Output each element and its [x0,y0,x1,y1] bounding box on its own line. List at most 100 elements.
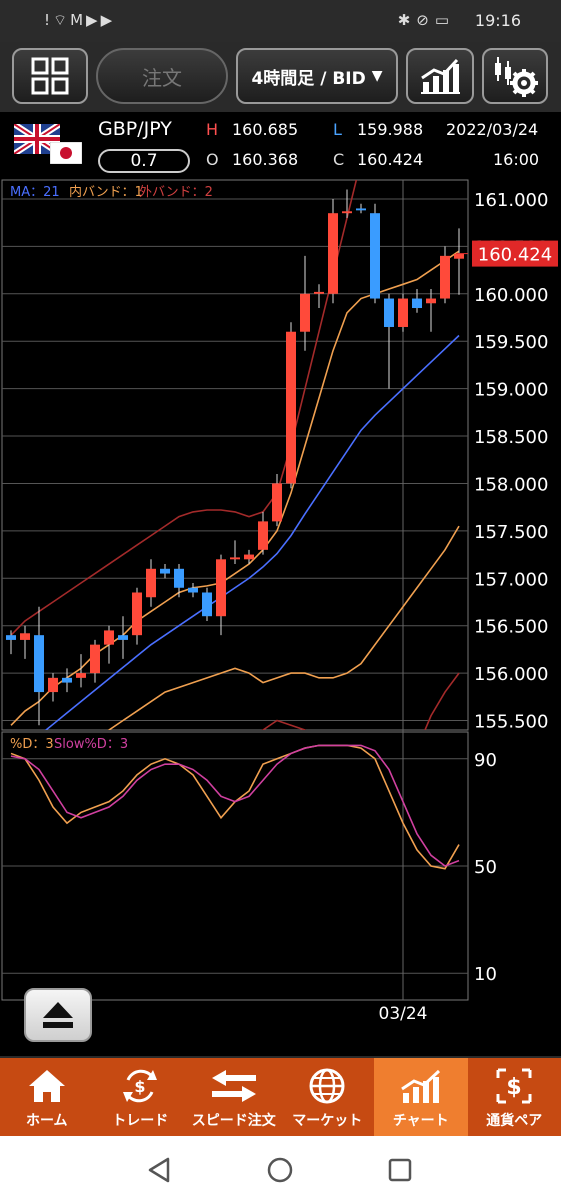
candle-body [34,635,44,693]
stoch-tick-label: 10 [474,964,497,985]
stochastic-legend: Slow%D：3 [54,737,128,752]
open-label: O [206,150,219,169]
low-label: L [333,120,342,139]
svg-text:$: $ [507,1075,522,1100]
candle-body [342,211,352,214]
candle-body [230,557,240,560]
menu-grid-button[interactable] [12,48,88,104]
candle-body [62,677,72,683]
toolbar: 注文 4時間足 / BID ▼ [0,42,561,112]
stochastic-slow-d-line [10,744,460,867]
period-selector[interactable]: 4時間足 / BID ▼ [236,48,398,104]
open-value: 160.368 [232,150,299,169]
candle-body [412,298,422,309]
candle-body [202,592,212,617]
main-panel-frame [1,179,469,731]
chart-icon [421,58,460,94]
candle-body [76,673,86,678]
nav-chart[interactable]: チャート [374,1058,468,1136]
eject-icon [43,1002,73,1028]
current-price-box [472,240,558,267]
candle-body [90,644,100,674]
order-button[interactable]: 注文 [96,48,228,104]
uk-flag-icon [14,124,60,154]
candle-body [118,635,128,640]
candle-body [272,483,282,522]
price-tick-label: 158.000 [474,474,548,495]
candle-body [216,559,226,617]
chart-icon [400,1069,440,1103]
candle-body [174,568,184,588]
nav-home[interactable]: ホーム [0,1058,94,1136]
home-circle-icon[interactable] [266,1156,294,1184]
grid-icon [31,57,69,95]
candle-body [384,298,394,327]
candle-body [188,587,198,593]
candle-body [104,630,114,645]
status-right-icons: ✱⊘▭ [397,11,455,29]
moving-average-line [44,334,460,730]
nav-trade[interactable]: $ トレード [94,1058,188,1136]
price-tick-label: 159.500 [474,332,548,353]
price-tick-label: 157.000 [474,569,548,590]
price-tick-label: 159.000 [474,380,548,401]
candle-body [370,213,380,299]
high-label: H [206,120,219,139]
price-tick-label: 157.500 [474,522,548,543]
currency-pair: GBP/JPY [98,118,172,140]
nav-chart-label: チャート [392,1113,449,1129]
candle-body [6,635,16,640]
indicator-legend: MA：21 [10,185,60,200]
indicator-legend: 内バンド：1 [69,184,143,200]
price-tick-label: 155.500 [474,712,548,733]
price-tick-label: 156.000 [474,664,548,685]
status-bar: !⌔M▶▶ ✱⊘▭ 19:16 [0,0,561,42]
indicator-legend: 外バンド：2 [139,185,213,200]
candle-body [244,554,254,560]
inner-band-lower-line [107,525,460,730]
nav-currency-pair-label: 通貨ペア [486,1113,543,1129]
quote-date: 2022/03/24 [446,120,539,139]
high-value: 160.685 [232,120,299,139]
close-value: 160.424 [357,150,424,169]
recents-icon[interactable] [386,1156,414,1184]
quote-panel: GBP/JPY 0.7 H 160.685 L 159.988 2022/03/… [0,112,561,176]
status-time: 19:16 [474,11,521,30]
outer-band-lower-line [261,672,460,730]
back-icon[interactable] [146,1156,174,1184]
nav-market[interactable]: マーケット [281,1058,375,1136]
speed-order-icon [211,1070,256,1102]
currency-pair-icon: $ [496,1068,532,1104]
price-chart[interactable]: 161.000160.500160.000159.500159.000158.5… [0,176,561,1056]
candle-body [146,568,156,598]
candle-body [314,291,324,294]
candle-body [398,298,408,327]
chart-type-button[interactable] [406,48,474,104]
price-tick-label: 158.500 [474,427,548,448]
chart-area[interactable]: 161.000160.500160.000159.500159.000158.5… [0,176,561,1056]
price-tick-label: 156.500 [474,617,548,638]
nav-currency-pair[interactable]: $ 通貨ペア [468,1058,561,1136]
home-icon [28,1070,65,1102]
quote-time: 16:00 [493,150,540,169]
globe-icon [309,1068,345,1104]
low-value: 159.988 [357,120,424,139]
nav-speed-order[interactable]: スピード注文 [187,1058,281,1136]
candle-body [426,298,436,304]
nav-trade-label: トレード [112,1113,169,1129]
bottom-nav: ホーム $ トレード スピード注文 [0,1058,561,1136]
candle-body [328,213,338,294]
candle-body [258,521,268,550]
candle-body [286,331,296,484]
svg-text:$: $ [135,1077,146,1096]
candle-body [48,677,58,693]
nav-home-label: ホーム [25,1113,68,1129]
spread-badge: 0.7 [98,149,190,173]
nav-market-label: マーケット [292,1113,363,1129]
candle-body [20,633,30,640]
stochastic-d-line [10,744,460,870]
jp-flag-icon [50,142,82,164]
collapse-panel-button[interactable] [24,988,92,1042]
period-label: 4時間足 / BID [251,68,366,89]
chart-settings-button[interactable] [482,48,548,104]
